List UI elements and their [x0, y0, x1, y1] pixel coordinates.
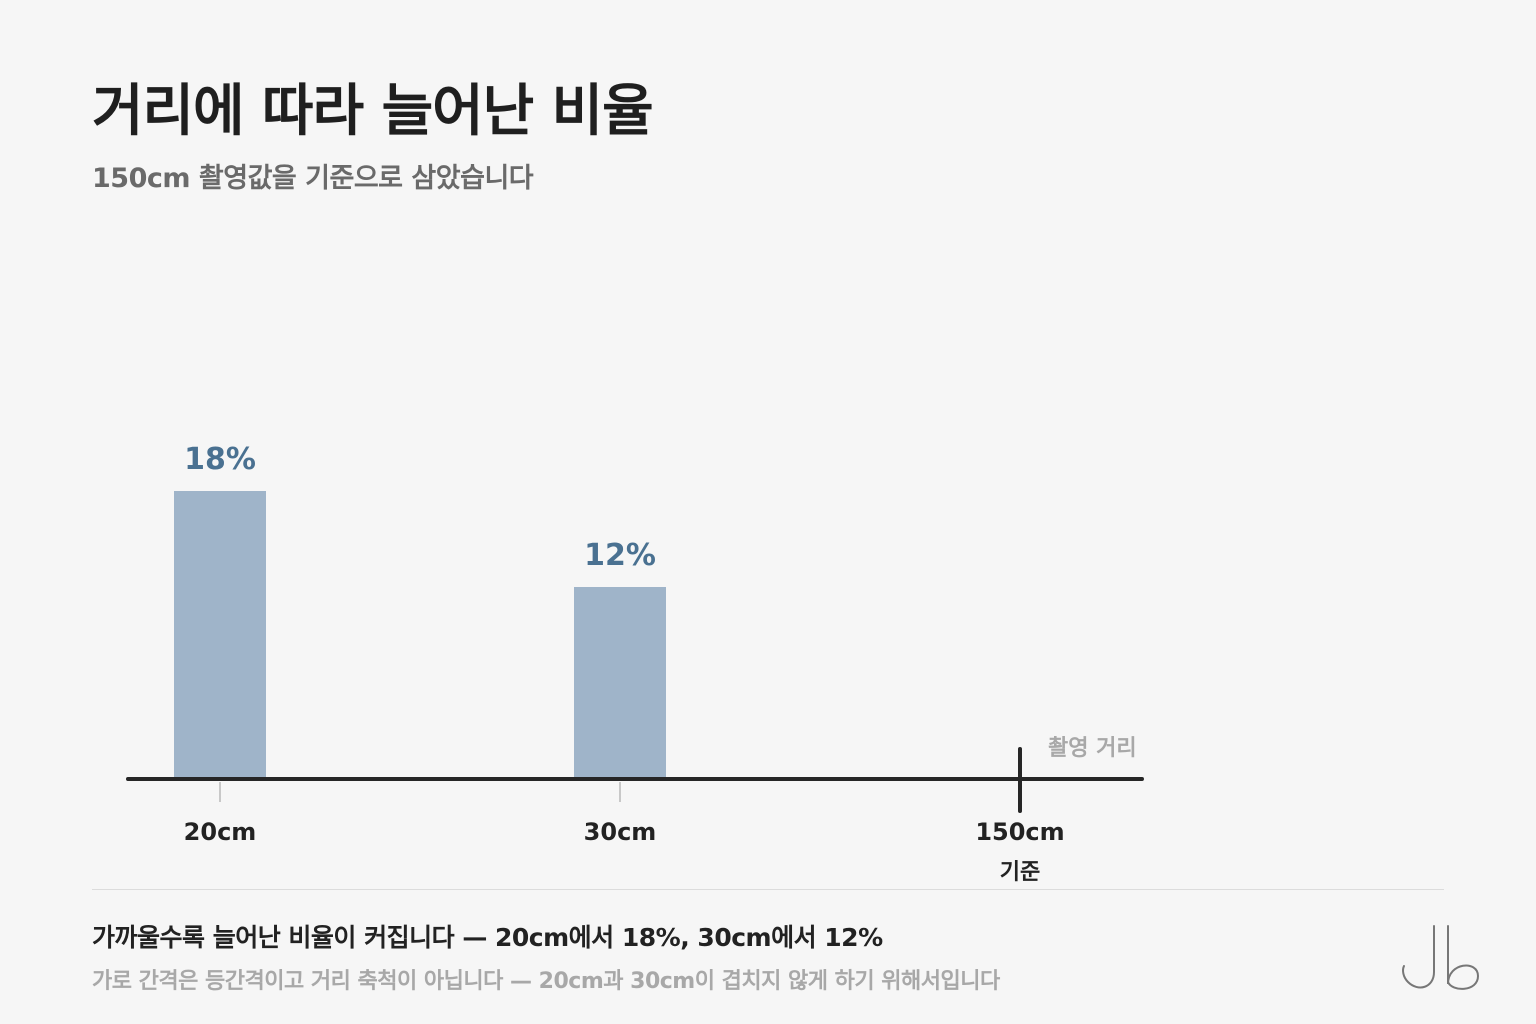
x-axis-label: 촬영 거리: [1048, 736, 1137, 761]
bar-30cm: [574, 587, 666, 779]
x-tick-label-20cm: 20cm: [184, 818, 257, 846]
footer-divider: [92, 889, 1444, 890]
chart-subtitle: 150cm 촬영값을 기준으로 삼았습니다: [92, 163, 534, 194]
x-tick-label-30cm: 30cm: [584, 818, 657, 846]
bar-chart: 18% 12% 촬영 거리 20cm 30cm 기준 150cm: [126, 442, 1144, 885]
data-label-30cm: 12%: [584, 538, 656, 573]
bar-20cm: [174, 491, 266, 779]
baseline-label: 기준: [1000, 860, 1040, 885]
footer-caption: 가까울수록 늘어난 비율이 커집니다 — 20cm에서 18%, 30cm에서 …: [92, 923, 883, 952]
jb-monogram-icon: [1402, 925, 1480, 990]
data-label-20cm: 18%: [184, 442, 256, 477]
footer-note: 가로 간격은 등간격이고 거리 축척이 아닙니다 — 20cm과 30cm이 겹…: [92, 969, 1000, 994]
chart-title: 거리에 따라 늘어난 비율: [92, 79, 654, 144]
x-tick-label-150cm: 150cm: [975, 818, 1064, 846]
